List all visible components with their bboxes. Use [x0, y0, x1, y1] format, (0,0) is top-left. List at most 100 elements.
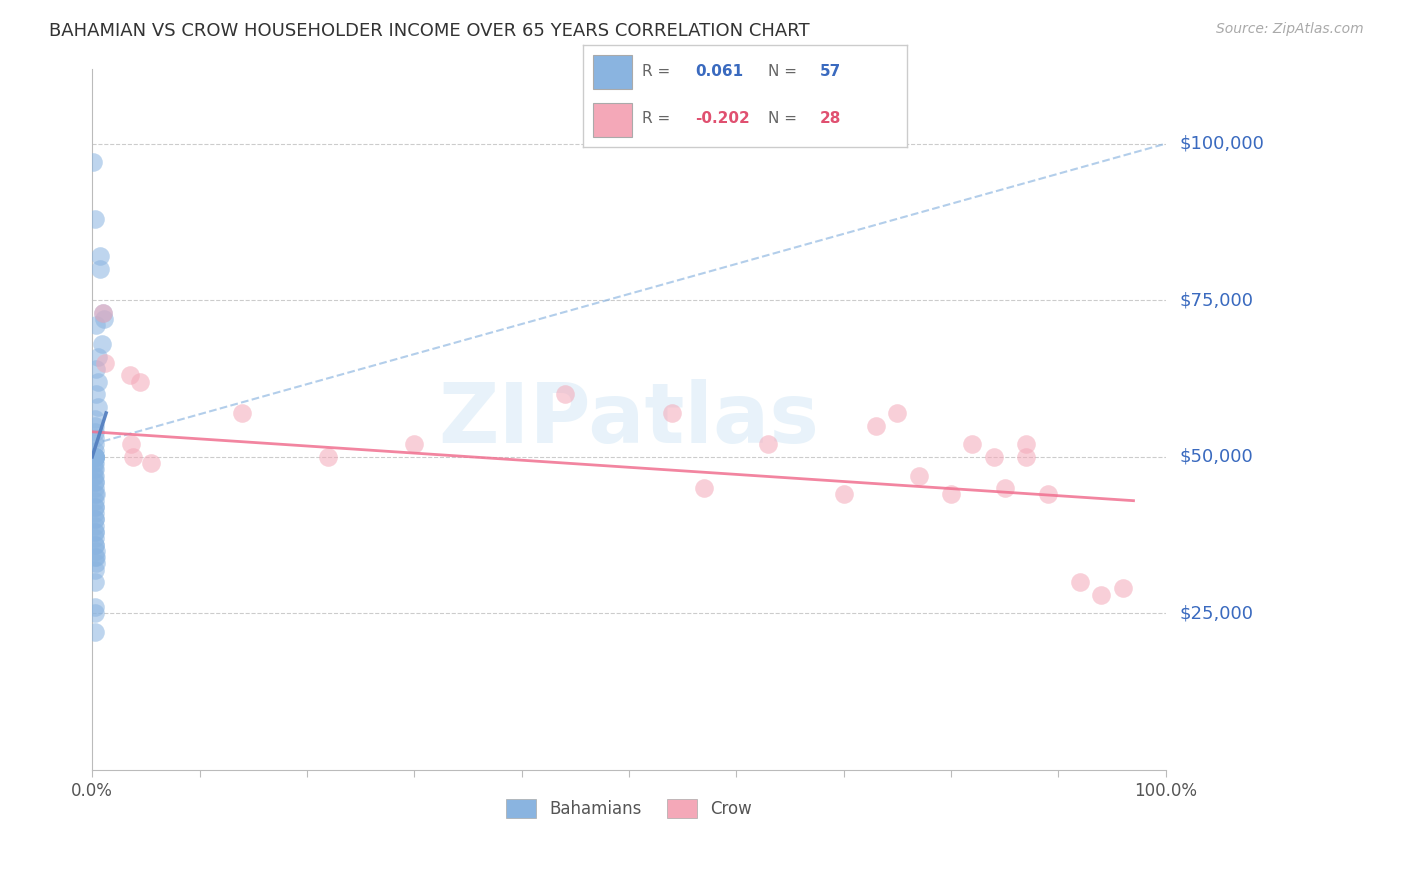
- Text: Source: ZipAtlas.com: Source: ZipAtlas.com: [1216, 22, 1364, 37]
- Point: [554, 387, 576, 401]
- Point: [83, 468, 105, 483]
- Point: [82, 155, 104, 169]
- Point: [832, 487, 855, 501]
- Point: [84, 462, 107, 476]
- Point: [962, 437, 984, 451]
- Point: [84, 468, 107, 483]
- Point: [84, 211, 107, 226]
- Point: [84, 500, 107, 514]
- Legend: Bahamians, Crow: Bahamians, Crow: [499, 792, 758, 825]
- Point: [758, 437, 780, 451]
- Point: [84, 456, 107, 470]
- Point: [84, 418, 107, 433]
- Text: BAHAMIAN VS CROW HOUSEHOLDER INCOME OVER 65 YEARS CORRELATION CHART: BAHAMIAN VS CROW HOUSEHOLDER INCOME OVER…: [49, 22, 810, 40]
- Bar: [593, 103, 633, 137]
- Point: [1090, 588, 1112, 602]
- Point: [84, 493, 107, 508]
- Point: [84, 475, 107, 489]
- Point: [86, 487, 108, 501]
- Point: [94, 356, 117, 370]
- Point: [84, 506, 107, 520]
- Point: [86, 350, 108, 364]
- Point: [86, 375, 108, 389]
- Point: [84, 549, 107, 564]
- Text: 57: 57: [820, 64, 841, 79]
- Text: $75,000: $75,000: [1180, 292, 1254, 310]
- Point: [84, 563, 107, 577]
- Point: [404, 437, 426, 451]
- Text: R =: R =: [641, 112, 675, 127]
- Point: [86, 400, 108, 414]
- Point: [89, 249, 111, 263]
- Point: [86, 318, 108, 333]
- Point: [84, 524, 107, 539]
- Point: [84, 524, 107, 539]
- Point: [1015, 450, 1038, 464]
- Point: [84, 512, 107, 526]
- Point: [84, 500, 107, 514]
- Point: [1112, 582, 1135, 596]
- Point: [994, 481, 1017, 495]
- Text: 28: 28: [820, 112, 841, 127]
- Point: [118, 368, 141, 383]
- Point: [86, 387, 108, 401]
- Point: [693, 481, 716, 495]
- Point: [1015, 437, 1038, 451]
- Point: [939, 487, 962, 501]
- Point: [84, 607, 107, 621]
- Text: 0.061: 0.061: [695, 64, 744, 79]
- Point: [84, 531, 107, 545]
- Point: [86, 557, 108, 571]
- Point: [86, 362, 108, 376]
- Point: [120, 437, 142, 451]
- Point: [983, 450, 1005, 464]
- Point: [91, 306, 114, 320]
- Point: [84, 625, 107, 640]
- Bar: [593, 55, 633, 88]
- Point: [84, 450, 107, 464]
- Point: [93, 312, 115, 326]
- Point: [318, 450, 340, 464]
- Point: [84, 537, 107, 551]
- Point: [86, 549, 108, 564]
- Point: [90, 337, 112, 351]
- Point: [84, 481, 107, 495]
- Point: [84, 450, 107, 464]
- Text: R =: R =: [641, 64, 675, 79]
- Point: [84, 431, 107, 445]
- Point: [84, 575, 107, 590]
- Point: [84, 600, 107, 615]
- Point: [89, 262, 111, 277]
- Point: [84, 450, 107, 464]
- Text: $25,000: $25,000: [1180, 605, 1254, 623]
- Point: [661, 406, 683, 420]
- Point: [84, 475, 107, 489]
- Point: [84, 450, 107, 464]
- Point: [84, 437, 107, 451]
- Point: [1036, 487, 1059, 501]
- Point: [122, 450, 145, 464]
- Point: [141, 456, 163, 470]
- Point: [129, 375, 152, 389]
- Point: [86, 543, 108, 558]
- Point: [865, 418, 887, 433]
- Text: $50,000: $50,000: [1180, 448, 1253, 466]
- Point: [84, 412, 107, 426]
- Point: [84, 518, 107, 533]
- Text: $100,000: $100,000: [1180, 135, 1264, 153]
- Point: [84, 443, 107, 458]
- Point: [886, 406, 908, 420]
- Point: [84, 537, 107, 551]
- Text: N =: N =: [768, 64, 801, 79]
- Point: [84, 487, 107, 501]
- Text: ZIPatlas: ZIPatlas: [439, 379, 820, 459]
- Point: [907, 468, 929, 483]
- Point: [84, 512, 107, 526]
- Point: [83, 456, 105, 470]
- Point: [91, 306, 114, 320]
- Text: -0.202: -0.202: [695, 112, 749, 127]
- Point: [231, 406, 253, 420]
- Point: [84, 450, 107, 464]
- Point: [84, 450, 107, 464]
- Point: [84, 425, 107, 439]
